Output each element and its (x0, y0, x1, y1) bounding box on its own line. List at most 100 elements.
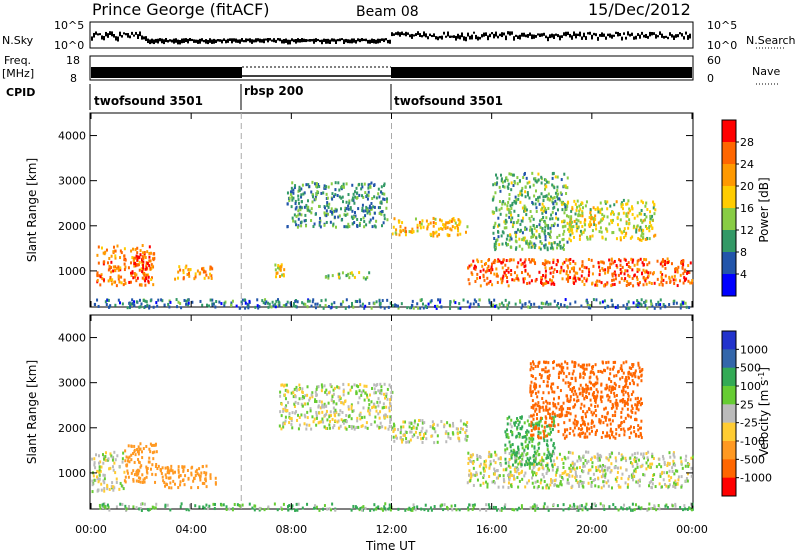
velocity-cell (290, 417, 293, 421)
noise-point (105, 31, 107, 37)
power-cell (307, 208, 310, 212)
power-cell (358, 193, 361, 197)
power-cell (509, 258, 512, 262)
velocity-cell (386, 415, 389, 419)
velocity-cell (122, 451, 125, 455)
velocity-cell (506, 422, 509, 426)
velocity-cell (314, 390, 317, 394)
velocity-cell (557, 395, 560, 399)
power-cell (478, 298, 481, 302)
velocity-cell (104, 451, 107, 455)
power-cell (347, 207, 350, 211)
power-cell (144, 256, 147, 260)
velocity-cell (108, 487, 111, 491)
velocity-cell (622, 361, 625, 365)
velocity-cell (583, 367, 586, 371)
velocity-cell (532, 466, 535, 470)
power-cell (185, 299, 188, 303)
velocity-cell (400, 438, 403, 442)
velocity-cell (282, 425, 285, 429)
power-cell (420, 298, 423, 302)
power-cell (504, 298, 507, 302)
power-cell (640, 238, 643, 242)
power-cell (191, 300, 194, 304)
power-cell (515, 277, 518, 281)
velocity-cell (552, 442, 555, 446)
velocity-cell (582, 506, 585, 510)
power-cell (543, 178, 546, 182)
velocity-cell (520, 459, 523, 463)
power-cell (589, 303, 592, 307)
power-cell (493, 261, 496, 265)
velocity-cell (640, 433, 643, 437)
velocity-cell (603, 507, 606, 511)
velocity-cell (611, 451, 614, 455)
power-cell (575, 224, 578, 228)
velocity-cell (549, 430, 552, 434)
power-cell (661, 282, 664, 286)
power-cell (432, 216, 435, 220)
noise-point (93, 32, 95, 38)
power-cell (514, 195, 517, 199)
velocity-cell (580, 504, 583, 508)
power-cell (577, 276, 580, 280)
power-cell (660, 280, 663, 284)
power-cell (412, 306, 415, 310)
power-cell (616, 216, 619, 220)
velocity-cell (515, 453, 518, 457)
noise-point (571, 35, 573, 40)
power-cell (347, 193, 350, 197)
power-cell (556, 192, 559, 196)
power-cell (540, 181, 543, 185)
power-cell (565, 272, 568, 276)
velocity-cell (556, 456, 559, 460)
velocity-cell (586, 429, 589, 433)
power-cell (619, 238, 622, 242)
power-cell (432, 234, 435, 238)
velocity-cell (569, 412, 572, 416)
velocity-cell (366, 393, 369, 397)
power-cell (545, 185, 548, 189)
power-cell (383, 213, 386, 217)
velocity-cell (186, 469, 189, 473)
velocity-cell (410, 426, 413, 430)
velocity-cell (537, 364, 540, 368)
velocity-cell (639, 370, 642, 374)
velocity-cell (590, 421, 593, 425)
power-cell (545, 216, 548, 220)
power-cell (515, 246, 518, 250)
power-cell (370, 201, 373, 205)
power-cell (643, 257, 646, 261)
power-cell (96, 271, 99, 275)
velocity-cell (514, 466, 517, 470)
velocity-cell (668, 462, 671, 466)
velocity-cell (137, 472, 140, 476)
power-cell (660, 260, 663, 264)
velocity-cell (571, 376, 574, 380)
noise-point (625, 36, 627, 40)
power-cell (516, 277, 519, 281)
velocity-cell (306, 402, 309, 406)
power-cell (524, 190, 527, 194)
power-cell (567, 266, 570, 270)
power-cell (652, 200, 655, 204)
velocity-cell (637, 361, 640, 365)
velocity-cell (537, 390, 540, 394)
power-ytick-label: 2000 (58, 220, 86, 233)
power-cell (482, 275, 485, 279)
power-cell (546, 248, 549, 252)
power-cell (459, 306, 462, 310)
velocity-cell (550, 424, 553, 428)
power-cell (561, 277, 564, 281)
velocity-cell (342, 393, 345, 397)
power-cell (325, 209, 328, 213)
velocity-cell (375, 507, 378, 511)
power-cell (543, 230, 546, 234)
power-cell (655, 302, 658, 306)
velocity-cell (645, 467, 648, 471)
power-cell (337, 215, 340, 219)
velocity-cell (637, 408, 640, 412)
power-cell (640, 298, 643, 302)
noise-point (189, 38, 191, 42)
velocity-cell (605, 416, 608, 420)
